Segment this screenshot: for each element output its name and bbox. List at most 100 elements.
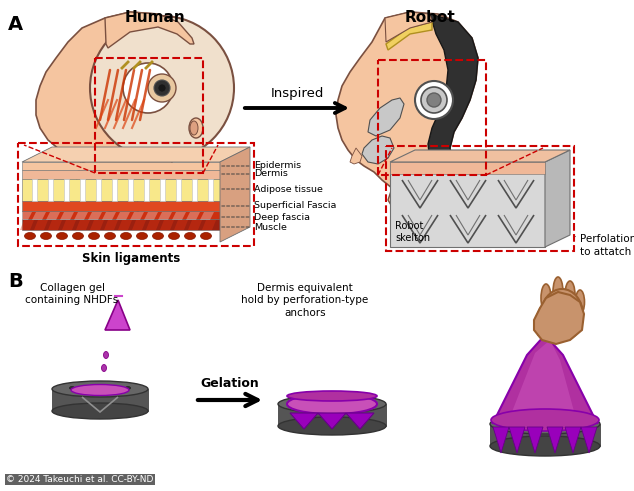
Polygon shape — [534, 292, 584, 344]
Polygon shape — [70, 148, 82, 165]
Polygon shape — [388, 188, 430, 214]
Text: Epidermis: Epidermis — [254, 162, 301, 170]
Ellipse shape — [541, 284, 551, 312]
Text: Inspired: Inspired — [270, 87, 324, 100]
Ellipse shape — [126, 386, 131, 389]
Polygon shape — [105, 12, 194, 48]
Polygon shape — [130, 212, 144, 220]
Ellipse shape — [427, 93, 441, 107]
Polygon shape — [116, 212, 130, 220]
Polygon shape — [346, 413, 374, 429]
Text: © 2024 Takeuchi et al. CC-BY-ND: © 2024 Takeuchi et al. CC-BY-ND — [6, 475, 153, 484]
Polygon shape — [509, 427, 525, 453]
Bar — [95, 58, 203, 173]
Polygon shape — [202, 220, 216, 230]
Polygon shape — [158, 212, 172, 220]
Ellipse shape — [169, 233, 179, 240]
Polygon shape — [534, 306, 550, 335]
Bar — [160, 179, 165, 201]
Ellipse shape — [491, 409, 599, 431]
Bar — [32, 179, 37, 201]
Polygon shape — [102, 212, 116, 220]
Ellipse shape — [103, 352, 108, 358]
Text: Superficial Fascia: Superficial Fascia — [254, 201, 337, 211]
Ellipse shape — [25, 233, 36, 240]
Polygon shape — [60, 212, 74, 220]
Ellipse shape — [52, 381, 148, 397]
Text: A: A — [8, 15, 23, 34]
Polygon shape — [547, 427, 563, 453]
Ellipse shape — [84, 386, 89, 389]
Text: Robot: Robot — [404, 10, 455, 25]
Ellipse shape — [190, 121, 198, 135]
Ellipse shape — [189, 118, 203, 138]
Ellipse shape — [120, 233, 131, 240]
Ellipse shape — [278, 417, 386, 435]
Bar — [128, 179, 133, 201]
Polygon shape — [200, 212, 214, 220]
Ellipse shape — [154, 80, 170, 96]
Bar — [48, 179, 53, 201]
Polygon shape — [22, 147, 250, 162]
Ellipse shape — [148, 74, 176, 102]
Bar — [112, 179, 117, 201]
Polygon shape — [362, 136, 394, 164]
Ellipse shape — [287, 394, 377, 414]
Bar — [144, 179, 149, 201]
Ellipse shape — [576, 290, 585, 314]
Polygon shape — [186, 212, 200, 220]
Ellipse shape — [71, 384, 129, 395]
Ellipse shape — [200, 233, 212, 240]
Bar — [80, 179, 85, 201]
Bar — [208, 179, 213, 201]
Polygon shape — [106, 22, 194, 130]
Text: Human: Human — [125, 10, 185, 25]
Ellipse shape — [287, 391, 377, 401]
Ellipse shape — [90, 16, 234, 160]
Ellipse shape — [112, 386, 117, 389]
Bar — [386, 146, 574, 251]
Polygon shape — [545, 150, 570, 247]
Text: B: B — [8, 272, 23, 291]
Text: Dermis equivalent
hold by perforation-type
anchors: Dermis equivalent hold by perforation-ty… — [242, 283, 368, 318]
Ellipse shape — [158, 84, 166, 92]
Bar — [390, 162, 545, 174]
Polygon shape — [565, 427, 581, 453]
Polygon shape — [132, 220, 146, 230]
Polygon shape — [336, 12, 478, 196]
Polygon shape — [527, 427, 543, 453]
Polygon shape — [386, 22, 432, 50]
Polygon shape — [36, 12, 198, 196]
Polygon shape — [144, 212, 158, 220]
Polygon shape — [74, 212, 88, 220]
Bar — [22, 201, 220, 211]
Polygon shape — [174, 220, 188, 230]
Ellipse shape — [72, 233, 84, 240]
Bar — [18, 143, 254, 246]
Polygon shape — [220, 147, 250, 242]
Polygon shape — [118, 220, 132, 230]
Bar — [22, 179, 220, 201]
Text: Muscle: Muscle — [254, 222, 287, 231]
Ellipse shape — [278, 395, 386, 413]
Polygon shape — [493, 335, 597, 423]
Polygon shape — [350, 148, 362, 164]
Polygon shape — [385, 12, 432, 42]
Polygon shape — [493, 427, 509, 453]
Ellipse shape — [490, 414, 600, 434]
Text: Robot
skelton: Robot skelton — [395, 221, 430, 243]
Text: Gelation: Gelation — [200, 377, 259, 390]
Ellipse shape — [70, 386, 75, 389]
Ellipse shape — [490, 436, 600, 456]
Ellipse shape — [41, 233, 51, 240]
Ellipse shape — [415, 81, 453, 119]
Polygon shape — [188, 220, 202, 230]
Bar — [52, 389, 148, 411]
Polygon shape — [390, 150, 570, 162]
Polygon shape — [62, 220, 76, 230]
Polygon shape — [88, 212, 102, 220]
Polygon shape — [76, 170, 90, 178]
Polygon shape — [160, 220, 174, 230]
Bar — [22, 211, 220, 219]
Text: Dermis: Dermis — [254, 169, 288, 179]
